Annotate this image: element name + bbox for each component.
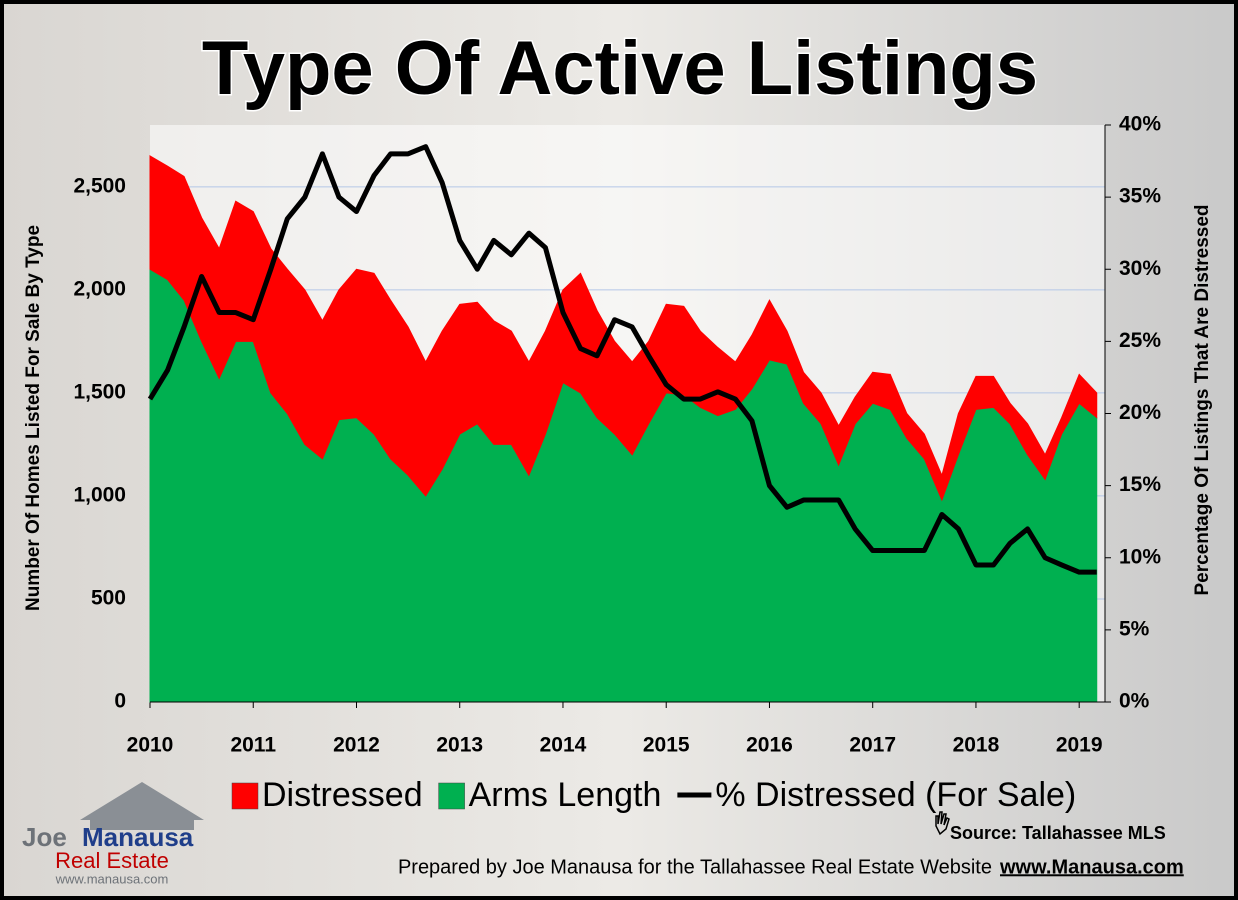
plot: 0 500 1,000 1,500 2,000 2,500 0% 5% 10% 15% 20% 25%… [73,113,1161,757]
y-tick-label: 1,500 [73,380,126,403]
y2-tick-label: 40% [1119,113,1161,136]
legend-swatch [438,782,465,810]
x-tick-label: 2014 [540,734,587,757]
x-tick-label: 2013 [436,734,483,757]
chart-title: Type Of Active Listings [202,26,1038,111]
x-tick-label: 2015 [643,734,690,757]
credit: Prepared by Joe Manausa for the Tallahas… [398,856,992,878]
logo-name-1: Joe [22,822,67,852]
x-tick-label: 2018 [953,734,1000,757]
y-tick-label: 2,000 [73,277,126,300]
logo-line-2: Real Estate [55,848,169,873]
legend-label: Distressed [262,776,423,814]
x-tick-label: 2011 [230,734,276,757]
logo-name-2: Manausa [82,822,194,852]
logo-url: www.manausa.com [55,871,169,886]
line [147,144,1097,575]
hand-icon [935,811,950,836]
y2-tick-label: 0% [1119,690,1150,713]
y2-tick-label: 30% [1119,257,1161,280]
x-tick-label: 2019 [1056,734,1103,757]
y-tick-label: 1,000 [73,483,126,506]
y-tick-label: 500 [91,587,126,610]
logo-house [80,782,204,830]
y2-tick-label: 25% [1119,329,1161,352]
y2-axis-label: Percentage Of Listings That Are Distress… [1192,204,1213,595]
y-tick-label: 0 [114,690,126,713]
x-tick-label: 2010 [127,734,174,757]
legend-label: % Distressed (For Sale) [715,776,1076,814]
y-axis-label: Number Of Homes Listed For Sale By Type [23,225,44,611]
legend: Distressed Arms Length % Distressed (For S… [231,776,1076,814]
y-tick-label: 2,500 [73,174,126,197]
x-tick-label: 2017 [849,734,896,757]
x-tick-label: 2012 [333,734,380,757]
y2-tick-label: 5% [1119,617,1150,640]
y2-tick-label: 15% [1119,473,1161,496]
legend-swatch [231,782,259,810]
y2-tick-label: 35% [1119,185,1161,208]
x-tick-label: 2016 [746,734,793,757]
legend-label: Arms Length [469,776,662,814]
y2-tick-label: 20% [1119,401,1161,424]
credit-link[interactable]: www.Manausa.com [999,856,1184,878]
area [149,155,1098,502]
source: Source: Tallahassee MLS [950,823,1166,843]
y2-tick-label: 10% [1119,545,1161,568]
